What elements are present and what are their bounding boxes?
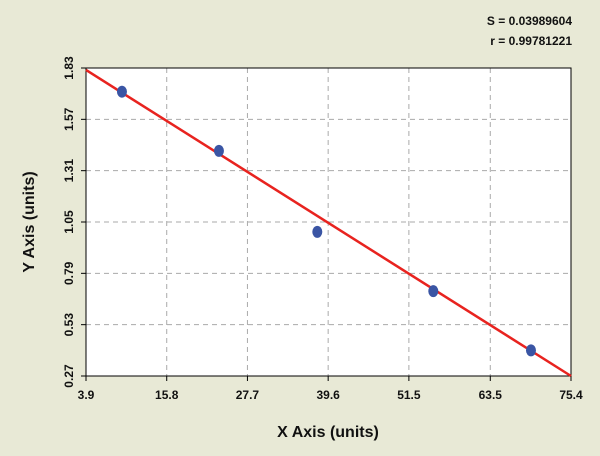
y-tick-label: 0.53 [62,313,76,337]
x-tick-label: 75.4 [559,388,583,402]
x-tick-label: 63.5 [479,388,503,402]
x-axis-label: X Axis (units) [277,424,379,441]
x-tick-label: 39.6 [316,388,340,402]
annotation: S = 0.03989604 [487,14,572,28]
y-tick-label: 1.57 [62,107,76,131]
x-tick-label: 3.9 [78,388,95,402]
point [312,225,323,238]
y-tick-label: 1.05 [62,210,76,234]
y-tick-label: 0.79 [62,261,76,285]
point [525,344,536,357]
point [116,85,127,98]
plot-border [85,67,572,377]
y-tick-label: 1.83 [62,56,76,80]
annotation: r = 0.99781221 [490,34,572,48]
y-tick-label: 0.27 [62,364,76,388]
point [213,144,224,157]
point [428,285,439,298]
x-tick-label: 51.5 [397,388,421,402]
y-tick-label: 1.31 [62,159,76,183]
y-axis-label: Y Axis (units) [21,171,38,272]
x-tick-label: 27.7 [236,388,260,402]
x-tick-label: 15.8 [155,388,179,402]
fit-line [85,68,572,378]
